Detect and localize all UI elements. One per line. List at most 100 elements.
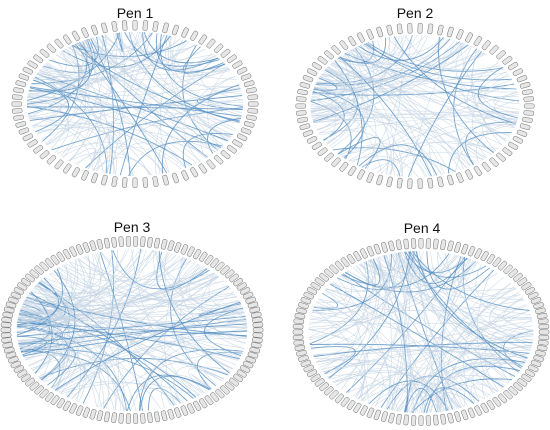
node [247, 108, 259, 114]
chord [437, 258, 470, 413]
node [167, 409, 175, 420]
chord [327, 66, 356, 145]
node [206, 159, 216, 170]
chord [404, 251, 468, 285]
chord [313, 354, 366, 399]
node [486, 400, 496, 410]
chord [56, 54, 201, 162]
node [339, 40, 349, 51]
chord [197, 90, 244, 103]
node [39, 48, 50, 58]
chord [39, 69, 190, 167]
chord [430, 363, 525, 413]
node [81, 27, 89, 38]
node [295, 103, 306, 109]
node [20, 277, 31, 287]
node [403, 238, 410, 250]
chord [313, 111, 520, 124]
node [492, 257, 502, 268]
node [15, 80, 27, 87]
chords [16, 248, 248, 412]
chords [308, 250, 534, 414]
node [220, 385, 230, 395]
node [446, 174, 454, 186]
chord [171, 260, 199, 287]
chord [312, 52, 486, 93]
node [498, 393, 508, 404]
chord [63, 49, 111, 174]
node [240, 127, 252, 135]
chord [18, 317, 51, 380]
node [310, 281, 321, 291]
node [523, 96, 535, 102]
chord [179, 257, 245, 350]
node [103, 237, 111, 249]
chord [312, 306, 338, 315]
chord [318, 298, 446, 412]
chord [28, 115, 104, 173]
chord [425, 388, 485, 413]
node [339, 161, 349, 172]
chord [207, 67, 229, 149]
chord [415, 251, 496, 394]
node [386, 24, 393, 36]
chord [17, 335, 47, 356]
node [162, 22, 169, 34]
node [180, 244, 189, 255]
chord [36, 127, 101, 171]
node [395, 413, 402, 425]
node [252, 327, 264, 333]
chord [32, 256, 181, 372]
node [27, 60, 38, 69]
chord [355, 265, 431, 413]
node [69, 246, 78, 257]
node [299, 81, 311, 89]
chord [69, 261, 215, 281]
node [0, 332, 12, 338]
node [489, 157, 499, 167]
chord [312, 90, 345, 141]
node [314, 277, 325, 286]
panel-title: Pen 4 [404, 220, 441, 236]
chord [26, 296, 247, 337]
node [247, 351, 259, 359]
node [454, 411, 462, 422]
chord [316, 277, 348, 303]
node [465, 169, 474, 180]
chord [30, 85, 62, 126]
node [96, 410, 104, 421]
chord [197, 352, 243, 390]
chord-diagram [295, 23, 535, 189]
chord [334, 60, 363, 166]
chord [316, 350, 526, 363]
node [440, 413, 447, 425]
node [249, 306, 261, 314]
node [140, 236, 146, 247]
node [317, 55, 328, 65]
chord [22, 257, 185, 305]
node [407, 23, 413, 34]
chord [73, 44, 216, 153]
node [39, 261, 49, 272]
node [44, 258, 54, 268]
chord [429, 396, 459, 413]
node [407, 178, 413, 189]
chord [358, 37, 444, 61]
node [319, 382, 329, 392]
node [418, 415, 424, 426]
chord [476, 124, 516, 163]
node [29, 381, 40, 391]
node [519, 123, 531, 131]
node [536, 344, 548, 352]
chord [33, 44, 196, 81]
node [524, 369, 536, 378]
chord [393, 253, 521, 300]
node [537, 339, 549, 346]
node [508, 62, 519, 71]
chord [313, 341, 533, 357]
chord [377, 257, 392, 410]
node [34, 385, 44, 395]
chord [352, 254, 395, 292]
node [39, 150, 50, 160]
chord [20, 308, 239, 361]
